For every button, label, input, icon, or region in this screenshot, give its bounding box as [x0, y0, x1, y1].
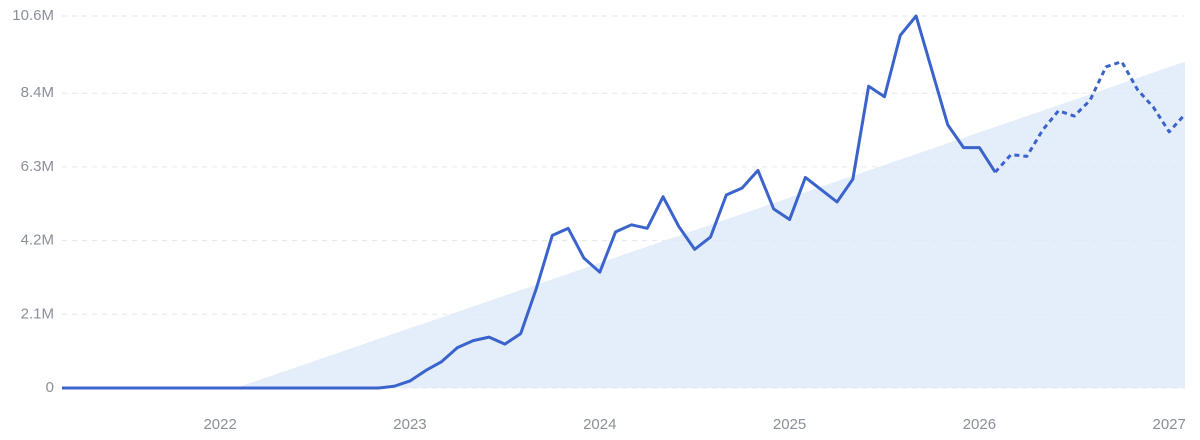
y-tick-label: 4.2M [21, 232, 54, 249]
y-tick-label: 6.3M [21, 158, 54, 175]
y-tick-label: 2.1M [21, 305, 54, 322]
x-tick-label: 2024 [583, 416, 616, 433]
x-tick-label: 2022 [203, 416, 236, 433]
trend-area [235, 61, 1186, 388]
x-tick-label: 2025 [773, 416, 806, 433]
y-tick-label: 0 [46, 379, 54, 396]
y-tick-label: 8.4M [21, 84, 54, 101]
forecast-line [994, 60, 1187, 174]
y-tick-label: 10.6M [12, 7, 54, 24]
x-tick-label: 2027 [1152, 416, 1185, 433]
x-tick-label: 2026 [963, 416, 996, 433]
x-tick-label: 2023 [393, 416, 426, 433]
data-line [62, 14, 997, 390]
